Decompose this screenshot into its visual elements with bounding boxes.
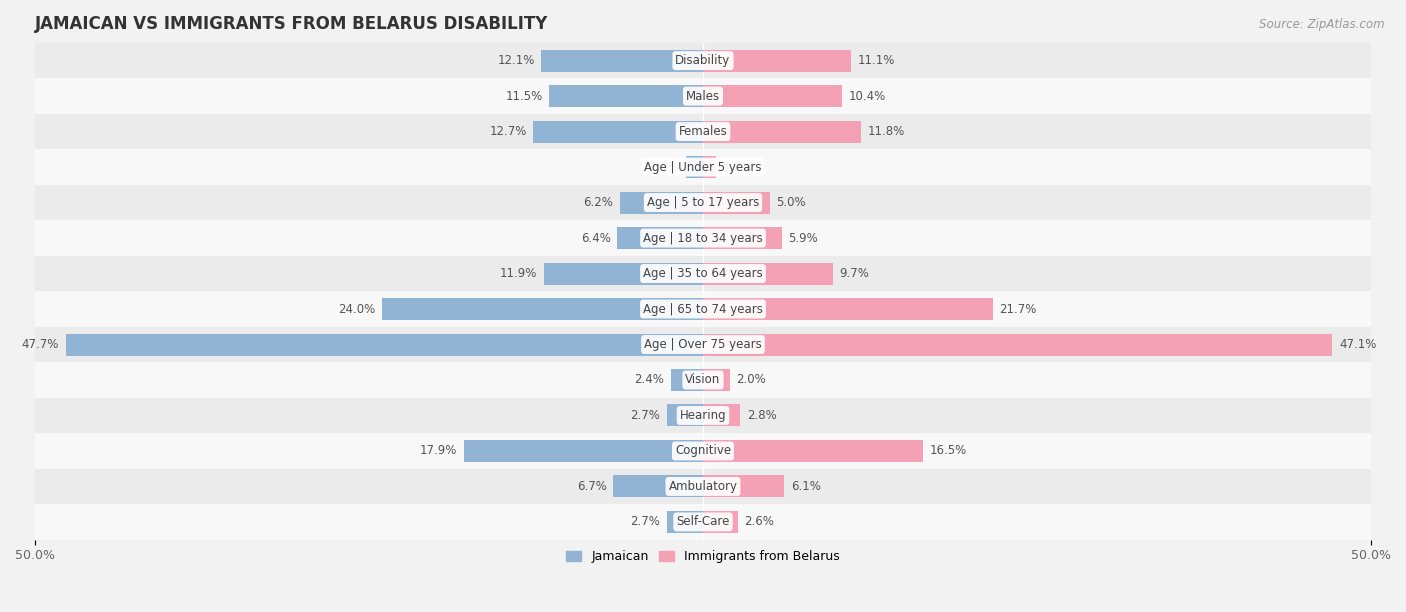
Bar <box>703 298 993 320</box>
Bar <box>703 156 717 178</box>
Bar <box>66 334 703 356</box>
Bar <box>703 405 741 427</box>
Text: 5.9%: 5.9% <box>789 231 818 245</box>
Text: 47.7%: 47.7% <box>21 338 59 351</box>
Bar <box>703 263 832 285</box>
Bar <box>703 334 1333 356</box>
Text: Self-Care: Self-Care <box>676 515 730 528</box>
Bar <box>35 256 1371 291</box>
Bar <box>550 85 703 107</box>
Text: 21.7%: 21.7% <box>1000 302 1038 316</box>
Bar <box>464 440 703 462</box>
Text: 12.7%: 12.7% <box>489 125 527 138</box>
Text: 11.9%: 11.9% <box>501 267 537 280</box>
Legend: Jamaican, Immigrants from Belarus: Jamaican, Immigrants from Belarus <box>561 545 845 568</box>
Bar <box>686 156 703 178</box>
Bar <box>35 149 1371 185</box>
Text: 2.7%: 2.7% <box>630 515 661 528</box>
Text: 12.1%: 12.1% <box>498 54 534 67</box>
Bar <box>671 369 703 391</box>
Bar <box>35 504 1371 540</box>
Bar <box>35 362 1371 398</box>
Bar <box>35 398 1371 433</box>
Text: Females: Females <box>679 125 727 138</box>
Text: 1.3%: 1.3% <box>650 160 679 174</box>
Bar <box>533 121 703 143</box>
Text: Age | 5 to 17 years: Age | 5 to 17 years <box>647 196 759 209</box>
Text: 2.4%: 2.4% <box>634 373 664 387</box>
Text: 17.9%: 17.9% <box>420 444 457 457</box>
Bar <box>703 227 782 249</box>
Bar <box>703 121 860 143</box>
Bar <box>703 85 842 107</box>
Text: Age | 35 to 64 years: Age | 35 to 64 years <box>643 267 763 280</box>
Bar <box>613 476 703 498</box>
Bar <box>35 469 1371 504</box>
Text: 11.1%: 11.1% <box>858 54 896 67</box>
Bar <box>544 263 703 285</box>
Bar <box>666 511 703 533</box>
Bar <box>35 78 1371 114</box>
Bar <box>35 43 1371 78</box>
Text: Hearing: Hearing <box>679 409 727 422</box>
Text: 6.2%: 6.2% <box>583 196 613 209</box>
Bar <box>703 511 738 533</box>
Bar <box>35 114 1371 149</box>
Bar <box>35 433 1371 469</box>
Text: 1.0%: 1.0% <box>723 160 752 174</box>
Text: 6.4%: 6.4% <box>581 231 610 245</box>
Text: 2.8%: 2.8% <box>747 409 778 422</box>
Text: Age | Over 75 years: Age | Over 75 years <box>644 338 762 351</box>
Text: Cognitive: Cognitive <box>675 444 731 457</box>
Bar <box>35 185 1371 220</box>
Bar <box>35 291 1371 327</box>
Text: 2.7%: 2.7% <box>630 409 661 422</box>
Text: Vision: Vision <box>685 373 721 387</box>
Bar <box>703 440 924 462</box>
Bar <box>541 50 703 72</box>
Text: 10.4%: 10.4% <box>849 89 886 103</box>
Bar <box>35 327 1371 362</box>
Text: 6.7%: 6.7% <box>576 480 607 493</box>
Bar <box>382 298 703 320</box>
Text: 9.7%: 9.7% <box>839 267 869 280</box>
Bar <box>666 405 703 427</box>
Bar <box>703 50 851 72</box>
Bar <box>35 220 1371 256</box>
Text: 24.0%: 24.0% <box>339 302 375 316</box>
Text: 47.1%: 47.1% <box>1339 338 1376 351</box>
Text: Source: ZipAtlas.com: Source: ZipAtlas.com <box>1260 18 1385 31</box>
Text: Age | 18 to 34 years: Age | 18 to 34 years <box>643 231 763 245</box>
Text: 6.1%: 6.1% <box>792 480 821 493</box>
Text: Ambulatory: Ambulatory <box>668 480 738 493</box>
Text: Age | 65 to 74 years: Age | 65 to 74 years <box>643 302 763 316</box>
Text: 11.8%: 11.8% <box>868 125 904 138</box>
Text: Age | Under 5 years: Age | Under 5 years <box>644 160 762 174</box>
Bar <box>703 476 785 498</box>
Text: 5.0%: 5.0% <box>776 196 806 209</box>
Text: JAMAICAN VS IMMIGRANTS FROM BELARUS DISABILITY: JAMAICAN VS IMMIGRANTS FROM BELARUS DISA… <box>35 15 548 33</box>
Bar <box>703 192 770 214</box>
Text: 11.5%: 11.5% <box>505 89 543 103</box>
Bar <box>620 192 703 214</box>
Bar <box>617 227 703 249</box>
Text: Disability: Disability <box>675 54 731 67</box>
Text: 16.5%: 16.5% <box>931 444 967 457</box>
Text: 2.6%: 2.6% <box>744 515 775 528</box>
Text: 2.0%: 2.0% <box>737 373 766 387</box>
Text: Males: Males <box>686 89 720 103</box>
Bar <box>703 369 730 391</box>
